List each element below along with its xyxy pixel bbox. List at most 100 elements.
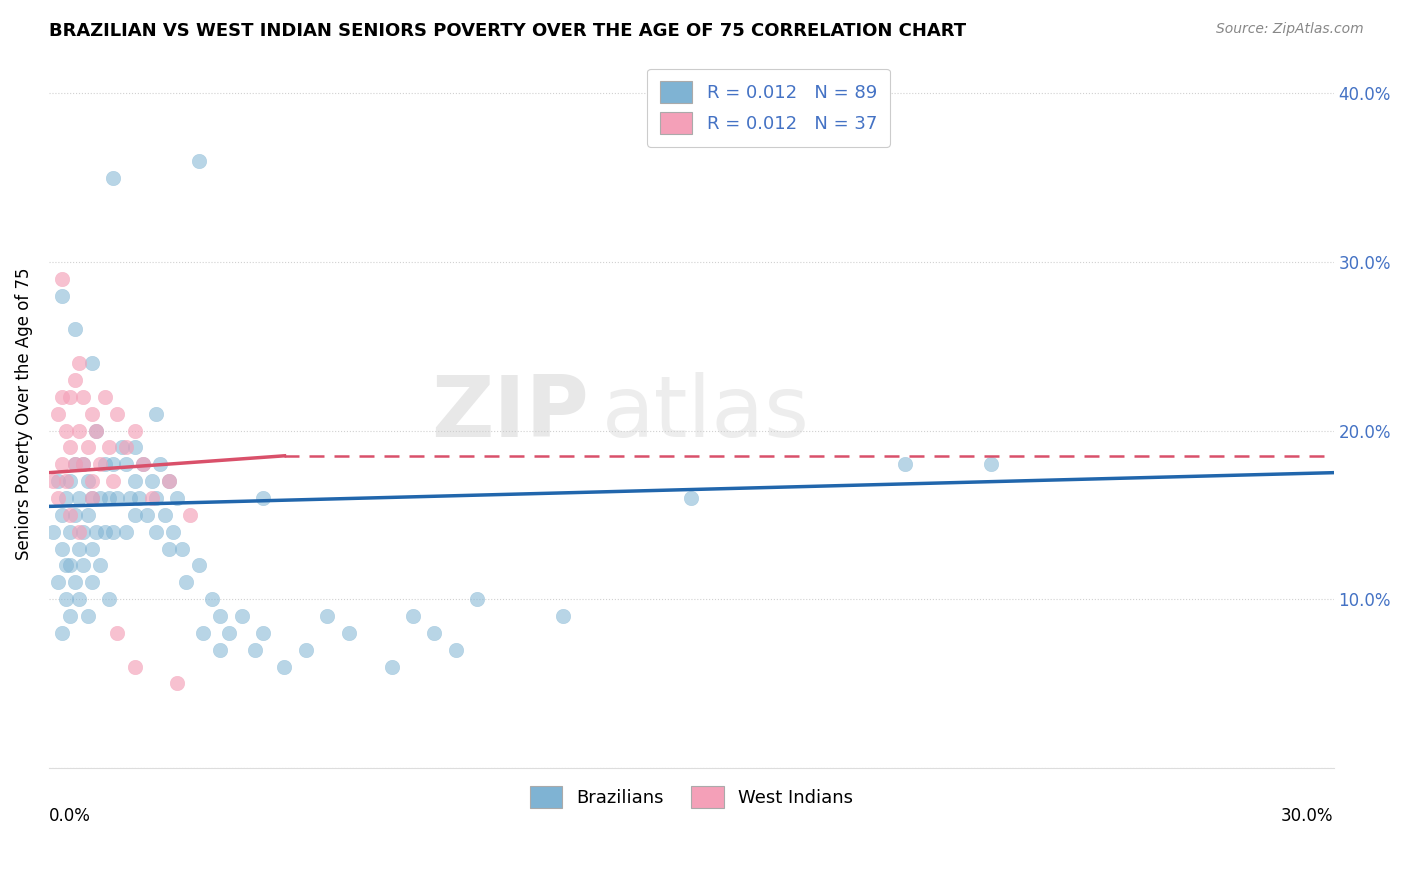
- Point: [124, 474, 146, 488]
- Point: [63, 373, 86, 387]
- Point: [252, 491, 274, 505]
- Point: [42, 474, 65, 488]
- Point: [115, 524, 138, 539]
- Point: [80, 491, 103, 505]
- Point: [209, 609, 232, 624]
- Point: [84, 424, 107, 438]
- Point: [55, 474, 77, 488]
- Text: 30.0%: 30.0%: [1281, 806, 1334, 824]
- Text: ZIP: ZIP: [430, 372, 589, 455]
- Point: [157, 474, 180, 488]
- Point: [141, 474, 163, 488]
- Point: [46, 474, 69, 488]
- Point: [59, 609, 82, 624]
- Point: [162, 524, 184, 539]
- Point: [55, 424, 77, 438]
- Point: [59, 474, 82, 488]
- Point: [51, 541, 73, 556]
- Point: [103, 524, 125, 539]
- Point: [51, 508, 73, 522]
- Point: [93, 390, 115, 404]
- Point: [97, 592, 120, 607]
- Point: [67, 356, 90, 370]
- Point: [103, 457, 125, 471]
- Point: [80, 474, 103, 488]
- Point: [67, 424, 90, 438]
- Point: [145, 524, 167, 539]
- Point: [141, 491, 163, 505]
- Point: [46, 491, 69, 505]
- Point: [76, 474, 98, 488]
- Point: [59, 390, 82, 404]
- Point: [681, 491, 703, 505]
- Point: [51, 457, 73, 471]
- Point: [465, 592, 488, 607]
- Point: [231, 609, 253, 624]
- Point: [316, 609, 339, 624]
- Point: [201, 592, 224, 607]
- Point: [76, 609, 98, 624]
- Point: [115, 457, 138, 471]
- Point: [149, 457, 172, 471]
- Point: [63, 575, 86, 590]
- Point: [93, 457, 115, 471]
- Point: [63, 508, 86, 522]
- Point: [84, 524, 107, 539]
- Point: [187, 153, 209, 168]
- Point: [980, 457, 1002, 471]
- Point: [80, 407, 103, 421]
- Point: [51, 390, 73, 404]
- Point: [120, 491, 142, 505]
- Point: [89, 558, 111, 573]
- Point: [107, 491, 129, 505]
- Point: [59, 524, 82, 539]
- Point: [67, 592, 90, 607]
- Text: atlas: atlas: [602, 372, 810, 455]
- Point: [76, 508, 98, 522]
- Point: [89, 457, 111, 471]
- Point: [63, 322, 86, 336]
- Point: [55, 592, 77, 607]
- Legend: Brazilians, West Indians: Brazilians, West Indians: [523, 779, 860, 815]
- Point: [67, 491, 90, 505]
- Point: [59, 508, 82, 522]
- Point: [179, 508, 201, 522]
- Point: [97, 491, 120, 505]
- Point: [337, 625, 360, 640]
- Point: [59, 441, 82, 455]
- Point: [51, 272, 73, 286]
- Point: [124, 441, 146, 455]
- Point: [72, 558, 94, 573]
- Point: [273, 659, 295, 673]
- Point: [55, 491, 77, 505]
- Point: [295, 642, 318, 657]
- Point: [103, 170, 125, 185]
- Point: [153, 508, 176, 522]
- Point: [170, 541, 193, 556]
- Point: [55, 558, 77, 573]
- Point: [72, 524, 94, 539]
- Point: [551, 609, 574, 624]
- Point: [128, 491, 150, 505]
- Point: [191, 625, 214, 640]
- Point: [80, 575, 103, 590]
- Point: [124, 508, 146, 522]
- Point: [46, 407, 69, 421]
- Point: [115, 441, 138, 455]
- Point: [67, 541, 90, 556]
- Point: [380, 659, 402, 673]
- Point: [93, 524, 115, 539]
- Point: [72, 457, 94, 471]
- Text: 0.0%: 0.0%: [49, 806, 91, 824]
- Point: [124, 424, 146, 438]
- Point: [209, 642, 232, 657]
- Point: [157, 474, 180, 488]
- Point: [243, 642, 266, 657]
- Point: [89, 491, 111, 505]
- Point: [63, 457, 86, 471]
- Point: [111, 441, 134, 455]
- Point: [51, 288, 73, 302]
- Point: [252, 625, 274, 640]
- Point: [145, 407, 167, 421]
- Point: [46, 575, 69, 590]
